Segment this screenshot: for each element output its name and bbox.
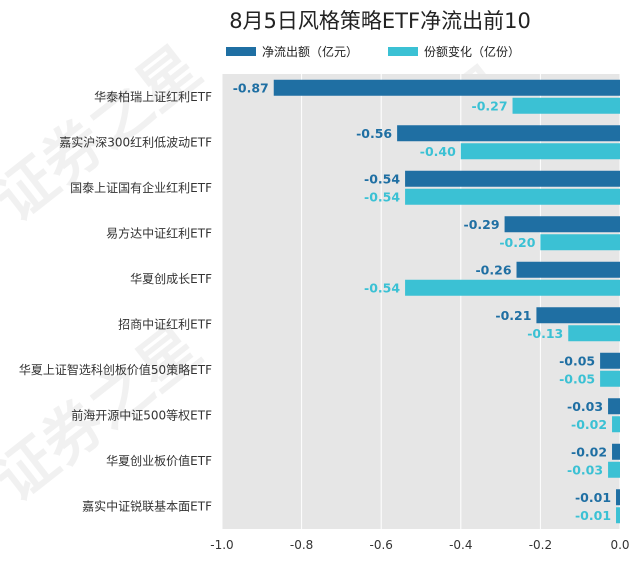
chart-title: 8月5日风格策略ETF净流出前10: [229, 9, 531, 33]
x-tick-label: -0.2: [529, 538, 552, 552]
category-label: 嘉实中证锐联基本面ETF: [82, 498, 212, 513]
value-label-net-outflow: -0.03: [567, 399, 603, 414]
value-label-share-change: -0.54: [364, 280, 400, 295]
category-label: 华泰柏瑞上证红利ETF: [94, 89, 212, 104]
value-label-share-change: -0.13: [527, 326, 563, 341]
labels-layer: 华泰柏瑞上证红利ETF -0.87 -0.27 嘉实沪深300红利低波动ETF -0.5…: [19, 80, 611, 523]
value-label-share-change: -0.27: [472, 98, 508, 113]
value-label-share-change: -0.01: [575, 508, 611, 523]
value-label-share-change: -0.03: [567, 462, 603, 477]
value-label-share-change: -0.20: [499, 235, 535, 250]
bars-layer: [273, 79, 620, 524]
category-label: 国泰上证国有企业红利ETF: [70, 180, 212, 195]
x-tick-label: -0.6: [369, 538, 392, 552]
bar-net-outflow: [600, 352, 620, 369]
value-label-net-outflow: -0.54: [364, 171, 400, 186]
value-label-net-outflow: -0.87: [233, 80, 269, 95]
category-label: 招商中证红利ETF: [118, 316, 212, 331]
bar-net-outflow: [608, 398, 620, 415]
bar-share-change: [612, 416, 620, 433]
category-label: 前海开源中证500等权ETF: [71, 407, 212, 422]
category-label: 华夏创成长ETF: [130, 272, 212, 286]
category-label: 华夏创业板价值ETF: [106, 453, 212, 468]
watermark-text: 证券之星: [0, 33, 214, 236]
bar-net-outflow: [612, 443, 620, 460]
x-tick-label: 0.0: [610, 538, 629, 552]
x-tick-label: -1.0: [210, 538, 233, 552]
value-label-net-outflow: -0.05: [559, 353, 595, 368]
bar-share-change: [405, 188, 620, 205]
bar-net-outflow: [273, 79, 620, 96]
value-label-net-outflow: -0.01: [575, 490, 611, 505]
bar-share-change: [460, 143, 620, 160]
legend-swatch-share-change: [388, 47, 418, 56]
bar-net-outflow: [397, 125, 620, 142]
bar-net-outflow: [504, 216, 620, 233]
category-label: 嘉实沪深300红利低波动ETF: [59, 134, 212, 149]
value-label-share-change: -0.02: [571, 417, 607, 432]
legend-label-net-outflow: 净流出额（亿元）: [262, 44, 358, 59]
value-label-share-change: -0.54: [364, 189, 400, 204]
bar-share-change: [512, 97, 620, 114]
bar-net-outflow: [516, 261, 620, 278]
value-label-net-outflow: -0.56: [356, 126, 392, 141]
legend-label-share-change: 份额变化（亿份）: [424, 44, 520, 59]
value-label-share-change: -0.05: [559, 371, 595, 386]
bar-net-outflow: [536, 307, 620, 324]
legend: 净流出额（亿元） 份额变化（亿份）: [226, 44, 520, 59]
value-label-net-outflow: -0.21: [495, 308, 531, 323]
plot-area: [222, 74, 620, 529]
bar-share-change: [568, 325, 620, 342]
bar-net-outflow: [616, 489, 620, 506]
x-tick-label: -0.4: [449, 538, 472, 552]
legend-swatch-net-outflow: [226, 47, 256, 56]
value-label-net-outflow: -0.02: [571, 444, 607, 459]
bar-share-change: [405, 279, 620, 296]
x-tick-label: -0.8: [290, 538, 313, 552]
value-label-share-change: -0.40: [420, 144, 456, 159]
bar-share-change: [600, 370, 620, 387]
category-label: 易方达中证红利ETF: [106, 225, 212, 240]
value-label-net-outflow: -0.26: [475, 262, 511, 277]
bar-net-outflow: [405, 170, 620, 187]
bar-share-change: [540, 234, 620, 251]
category-label: 华夏上证智选科创板价值50策略ETF: [19, 362, 212, 377]
bar-share-change: [616, 507, 620, 524]
bar-share-change: [608, 461, 620, 478]
value-label-net-outflow: -0.29: [464, 217, 500, 232]
